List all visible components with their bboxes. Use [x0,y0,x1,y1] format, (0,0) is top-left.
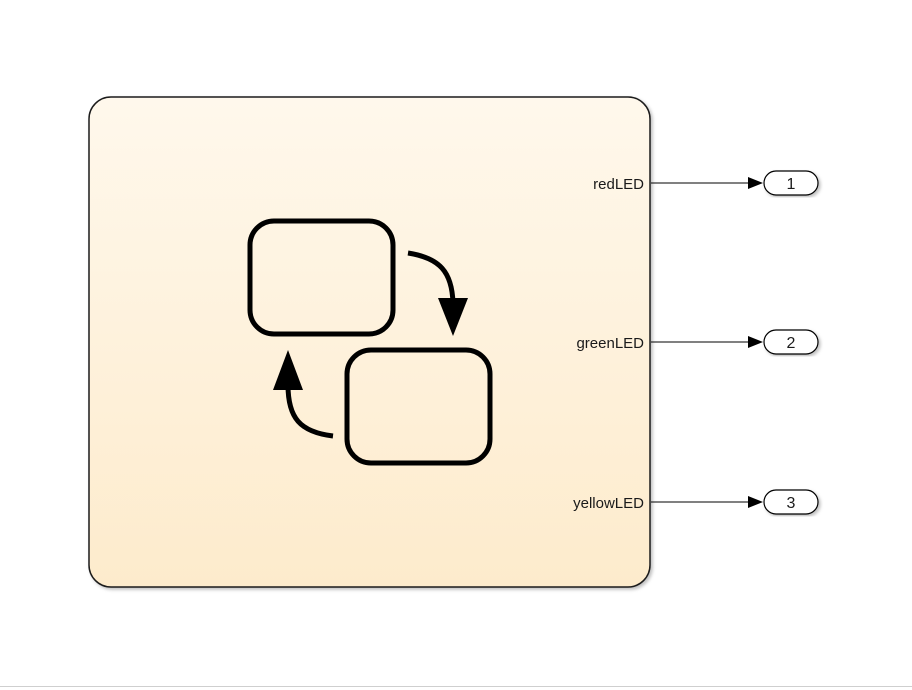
stateflow-chart-icon [247,218,493,466]
outport-block-1[interactable]: 1 [763,170,819,196]
outport-number: 3 [787,495,796,512]
state-a-icon [247,218,396,337]
outport-block-2[interactable]: 2 [763,329,819,355]
signal-line-yellowLED[interactable] [651,496,763,508]
state-b-icon [344,347,493,466]
output-label-yellowLED: yellowLED [573,495,644,512]
transition-arrowhead-down-icon [438,298,468,336]
chart-block[interactable]: redLED greenLED yellowLED [88,96,651,588]
signal-line-redLED[interactable] [651,177,763,189]
outport-block-3[interactable]: 3 [763,489,819,515]
output-label-redLED: redLED [593,176,644,193]
chart-block-body[interactable] [88,96,651,588]
outport-number: 1 [787,176,796,193]
transition-arrow-up-icon [285,384,334,439]
signal-line-greenLED[interactable] [651,336,763,348]
transition-arrow-down-icon [407,250,456,304]
arrowhead-icon [748,496,763,508]
output-label-greenLED: greenLED [576,335,644,352]
arrowhead-icon [748,177,763,189]
canvas-bottom-divider [0,686,912,687]
outport-number: 2 [787,335,796,352]
arrowhead-icon [748,336,763,348]
transition-arrowhead-up-icon [273,350,303,390]
